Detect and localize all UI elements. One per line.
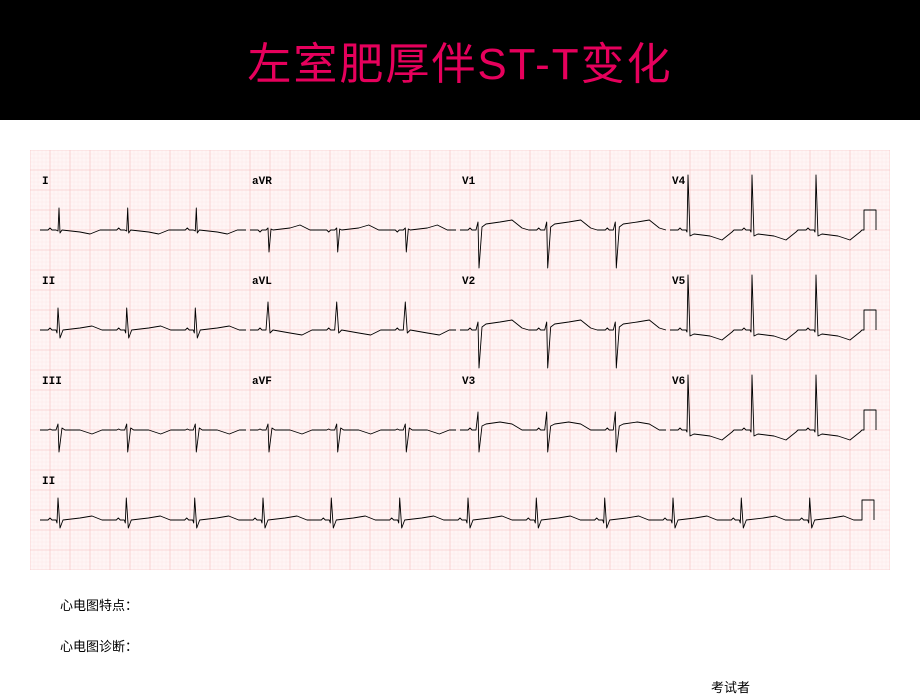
svg-text:V4: V4 <box>672 176 686 188</box>
features-label: 心电图特点： <box>60 595 860 614</box>
svg-text:aVL: aVL <box>252 276 272 288</box>
svg-text:III: III <box>42 376 62 388</box>
diagnosis-label: 心电图诊断： <box>60 636 860 655</box>
svg-text:V1: V1 <box>462 176 476 188</box>
svg-text:II: II <box>42 476 55 488</box>
svg-text:V6: V6 <box>672 376 685 388</box>
svg-text:V5: V5 <box>672 276 686 288</box>
svg-text:aVF: aVF <box>252 376 272 388</box>
svg-text:I: I <box>42 176 49 188</box>
header-bar: 左室肥厚伴ST-T变化 <box>0 0 920 120</box>
footer-section: 心电图特点： 心电图诊断： 考试者 <box>60 595 860 696</box>
ecg-svg: IaVR V1 V4 II aVL V2 V5 III aVF V3 V6 II <box>30 150 890 570</box>
svg-text:aVR: aVR <box>252 176 272 188</box>
examiner-label: 考试者 <box>60 677 860 696</box>
page-title: 左室肥厚伴ST-T变化 <box>247 28 672 92</box>
ecg-chart: IaVR V1 V4 II aVL V2 V5 III aVF V3 V6 II <box>30 150 890 570</box>
svg-text:V3: V3 <box>462 376 476 388</box>
svg-text:II: II <box>42 276 55 288</box>
svg-text:V2: V2 <box>462 276 475 288</box>
